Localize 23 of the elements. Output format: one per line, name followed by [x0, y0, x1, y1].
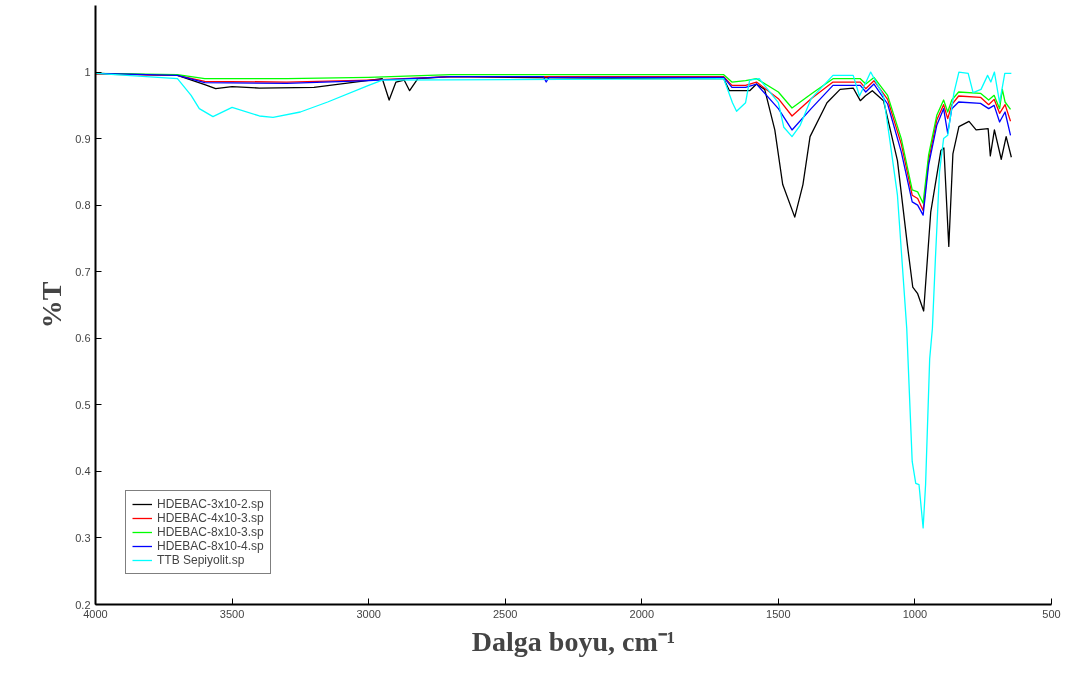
legend-label: TTB Sepiyolit.sp: [157, 553, 245, 567]
y-tick-label: 0.7: [75, 265, 91, 278]
y-tick-label: 0.8: [75, 199, 91, 212]
legend-label: HDEBAC-8x10-3.sp: [157, 525, 264, 539]
x-tick-label: 3500: [219, 607, 245, 620]
y-tick-label: 0.9: [75, 132, 91, 145]
x-tick-label: 1500: [766, 607, 791, 620]
y-tick-label: 0.5: [75, 398, 91, 411]
x-tick-label: 2000: [629, 607, 655, 620]
legend-label: HDEBAC-4x10-3.sp: [157, 511, 264, 525]
x-tick-label: 3000: [356, 607, 381, 620]
x-tick-label: 1000: [902, 607, 928, 620]
x-tick-label: 500: [1042, 607, 1061, 620]
y-tick-label: 1: [84, 66, 91, 79]
x-tick-label: 2500: [492, 607, 518, 620]
line-series: [95, 71, 1012, 529]
y-axis-title: %T: [36, 281, 68, 329]
x-axis-title: Dalga boyu, cm⁻¹: [471, 625, 676, 657]
legend-label: HDEBAC-3x10-2.sp: [157, 497, 264, 511]
legend-label: HDEBAC-8x10-4.sp: [157, 539, 264, 553]
y-tick-label: 0.3: [75, 531, 91, 544]
y-tick-label: 0.4: [75, 465, 91, 478]
y-tick-label: 0.6: [75, 332, 91, 345]
